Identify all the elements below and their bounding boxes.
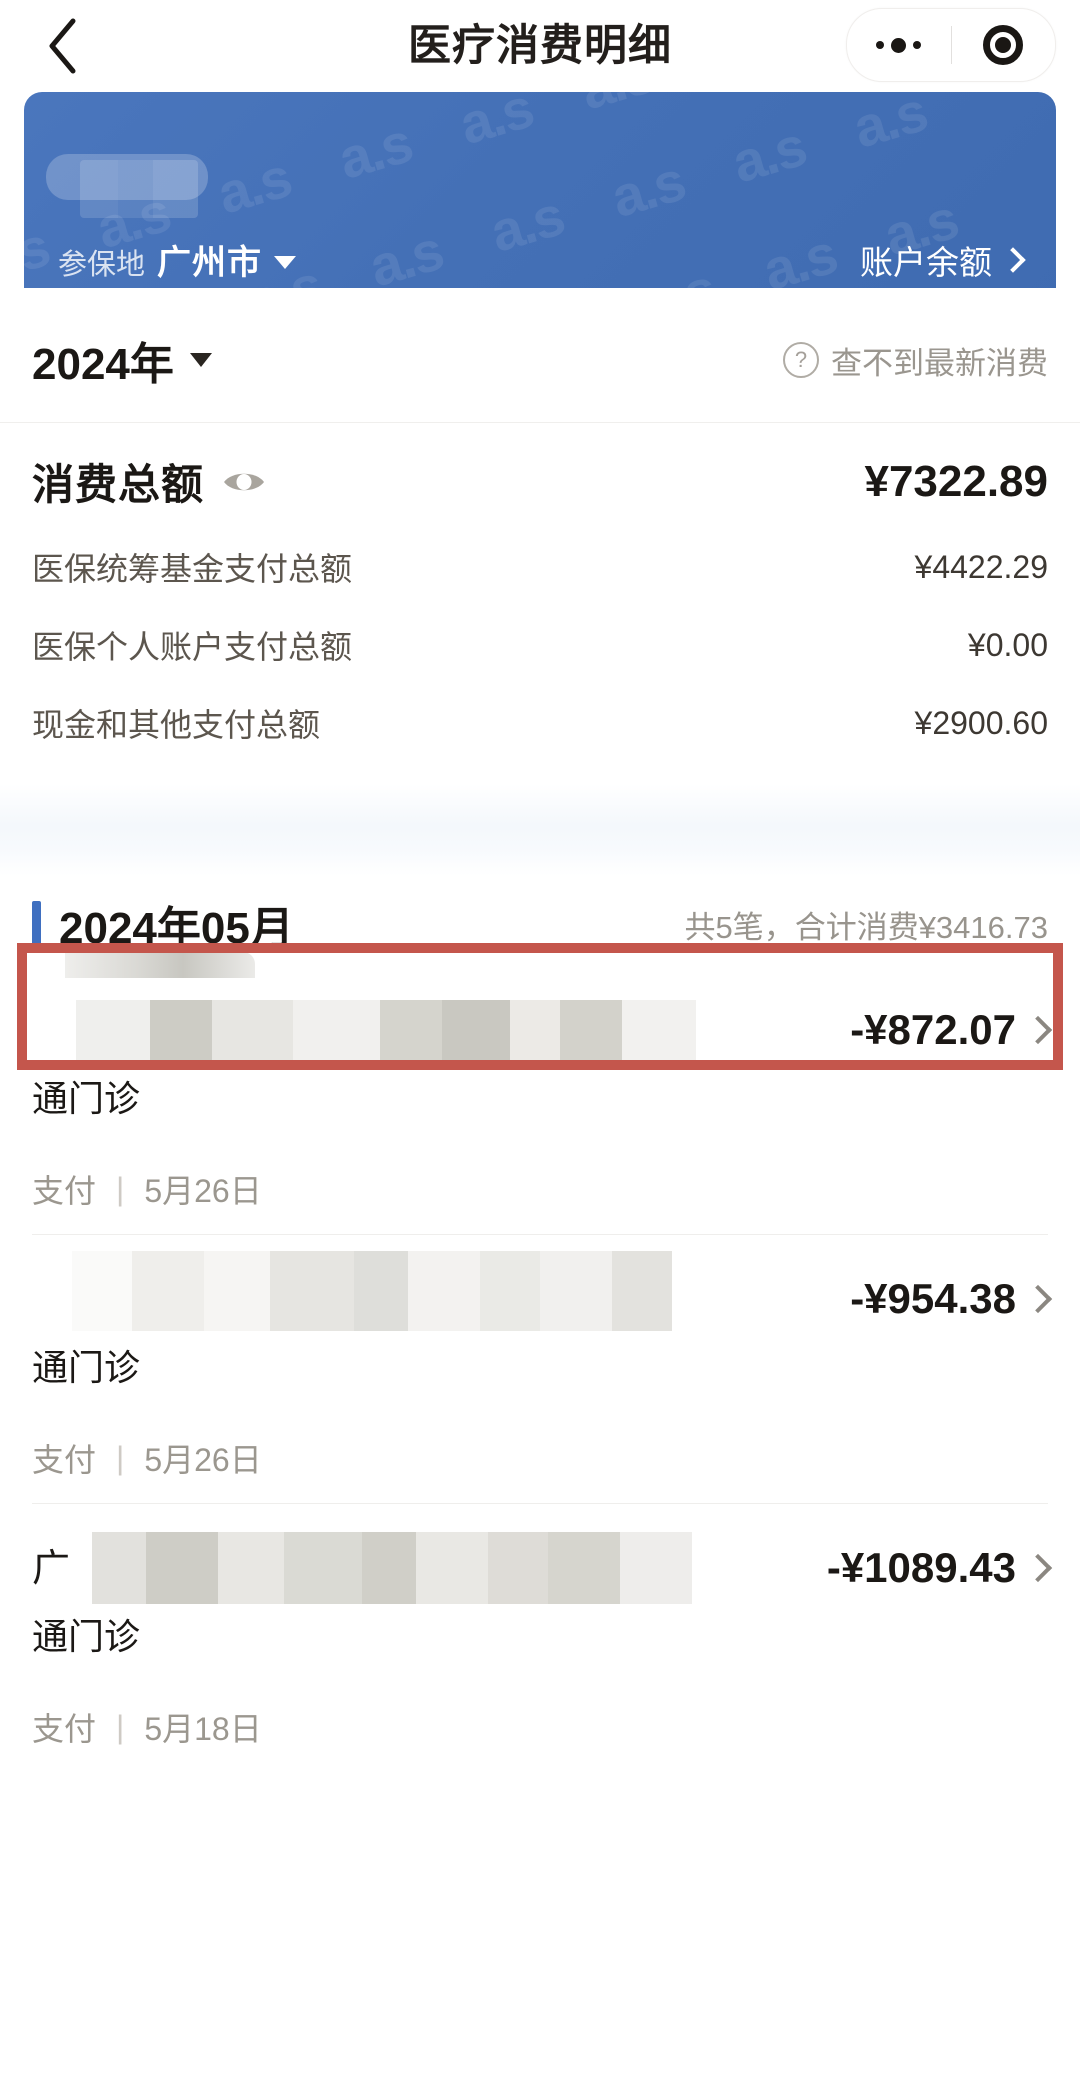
transaction-amount: -¥954.38 xyxy=(850,1275,1016,1322)
transaction-status: 支付 xyxy=(32,1442,97,1478)
more-button[interactable] xyxy=(847,9,951,81)
month-header: 2024年05月 共5笔，合计消费¥3416.73 xyxy=(0,876,1080,978)
meta-separator: | xyxy=(116,1170,125,1207)
transaction-item[interactable]: 广 -¥1089.43 通门诊 支付 | 5月18日 xyxy=(0,1504,1080,1772)
breakdown-row-cash-other: 现金和其他支付总额 ¥2900.60 xyxy=(32,684,1048,762)
breakdown-label: 医保个人账户支付总额 xyxy=(32,629,353,665)
transaction-amount-wrap[interactable]: -¥872.07 xyxy=(850,1000,1053,1054)
breakdown-label: 医保统筹基金支付总额 xyxy=(32,551,353,587)
help-text: 查不到最新消费 xyxy=(831,345,1048,381)
summary-panel: 2024年 ? 查不到最新消费 消费总额 ¥7322.89 医保统筹基金支付总额… xyxy=(0,288,1080,1070)
breakdown-row-pooled-fund: 医保统筹基金支付总额 ¥4422.29 xyxy=(32,528,1048,606)
transaction-amount: -¥1089.43 xyxy=(826,1544,1016,1591)
navbar: 医疗消费明细 xyxy=(0,0,1080,92)
insured-region-value: 广州市 xyxy=(157,244,263,282)
transaction-date: 5月26日 xyxy=(144,1173,262,1209)
miniprogram-capsule xyxy=(846,8,1056,82)
breakdown-amount: ¥2900.60 xyxy=(914,704,1048,741)
breakdown-row-personal-account: 医保个人账户支付总额 ¥0.00 xyxy=(32,606,1048,684)
transaction-meta: 支付 | 5月18日 xyxy=(32,1704,1048,1750)
month-title: 2024年05月 xyxy=(59,892,294,978)
redaction-smudge xyxy=(65,952,255,978)
total-label: 消费总额 xyxy=(32,461,205,508)
transaction-item[interactable]: -¥872.07 通门诊 支付 | 5月26日 xyxy=(0,966,1080,1234)
month-summary: 共5笔，合计消费¥3416.73 xyxy=(684,909,1048,945)
merchant-name-wrap xyxy=(32,1251,850,1335)
help-link[interactable]: ? 查不到最新消费 xyxy=(783,338,1048,383)
year-row: 2024年 ? 查不到最新消费 xyxy=(0,294,1080,422)
chevron-right-icon xyxy=(1023,1284,1053,1314)
meta-separator: | xyxy=(116,1708,125,1745)
redacted-merchant-name xyxy=(92,1532,692,1604)
capsule-divider xyxy=(950,26,952,64)
more-dots-icon xyxy=(876,37,922,53)
month-title-text: 2024年05月 xyxy=(59,904,294,953)
account-balance-label: 账户余额 xyxy=(860,243,992,281)
breakdown-label: 现金和其他支付总额 xyxy=(32,707,321,743)
eye-icon[interactable] xyxy=(222,469,266,495)
list-divider xyxy=(32,1234,1048,1235)
transaction-status: 支付 xyxy=(32,1711,97,1747)
redacted-merchant-name xyxy=(72,1251,672,1331)
transaction-type: 通门诊 xyxy=(32,1616,141,1657)
merchant-name: 广 xyxy=(32,1548,71,1590)
breakdown-amount: ¥0.00 xyxy=(967,626,1048,663)
total-amount: ¥7322.89 xyxy=(864,456,1048,506)
caret-down-icon xyxy=(189,353,212,367)
merchant-name-wrap: 广 xyxy=(32,1532,827,1604)
insurance-card-wrap: a.sa.sa.sa.sa.sa.sa.sa.s a.sa.sa.sa.sa.s… xyxy=(0,92,1080,328)
question-circle-icon: ? xyxy=(783,342,819,378)
back-button[interactable] xyxy=(34,14,90,78)
breakdown-amount: ¥4422.29 xyxy=(914,548,1048,585)
transaction-meta: 支付 | 5月26日 xyxy=(32,1166,1048,1212)
transaction-date: 5月26日 xyxy=(144,1442,262,1478)
redacted-user-name xyxy=(46,154,208,218)
chevron-right-icon xyxy=(1023,1553,1053,1583)
year-selector[interactable]: 2024年 xyxy=(32,328,212,392)
redacted-merchant-name xyxy=(76,1000,696,1064)
caret-down-icon xyxy=(274,256,297,269)
list-divider xyxy=(32,1503,1048,1504)
transaction-meta: 支付 | 5月26日 xyxy=(32,1435,1048,1481)
section-gap xyxy=(0,784,1080,876)
insured-region-selector[interactable]: 参保地 广州市 xyxy=(58,235,297,284)
merchant-name-wrap xyxy=(32,1000,850,1066)
chevron-right-icon xyxy=(1000,246,1026,273)
transaction-date: 5月18日 xyxy=(144,1711,262,1747)
transaction-item[interactable]: -¥954.38 通门诊 支付 | 5月26日 xyxy=(0,1235,1080,1503)
page-title: 医疗消费明细 xyxy=(408,22,672,70)
transaction-amount-wrap[interactable]: -¥954.38 xyxy=(850,1269,1053,1323)
total-row: 消费总额 ¥7322.89 xyxy=(0,423,1080,528)
chevron-left-icon xyxy=(45,17,79,75)
close-program-button[interactable] xyxy=(952,9,1056,81)
transaction-type: 通门诊 xyxy=(32,1078,141,1119)
transaction-type: 通门诊 xyxy=(32,1347,141,1388)
breakdown-rows: 医保统筹基金支付总额 ¥4422.29 医保个人账户支付总额 ¥0.00 现金和… xyxy=(0,528,1080,784)
panel-divider xyxy=(0,422,1080,423)
meta-separator: | xyxy=(116,1439,125,1476)
insured-region-label: 参保地 xyxy=(58,249,146,281)
transaction-status: 支付 xyxy=(32,1173,97,1209)
target-circle-icon xyxy=(983,25,1024,65)
chevron-right-icon xyxy=(1023,1015,1053,1045)
card-bottom-row: 参保地 广州市 账户余额 xyxy=(24,235,1056,284)
transaction-section: 2024年05月 共5笔，合计消费¥3416.73 -¥872.07 xyxy=(0,876,1080,1772)
transaction-amount: -¥872.07 xyxy=(850,1006,1016,1053)
year-value: 2024年 xyxy=(32,340,174,389)
account-balance-link[interactable]: 账户余额 xyxy=(860,236,1026,284)
transaction-amount-wrap[interactable]: -¥1089.43 xyxy=(826,1538,1053,1592)
month-accent-bar xyxy=(32,901,41,947)
